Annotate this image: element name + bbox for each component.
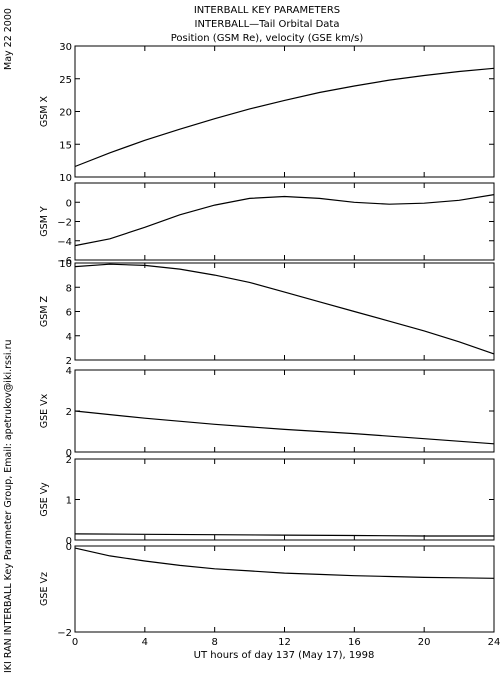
y-tick-label: −4 [57,237,72,248]
x-tick-label: 4 [142,637,148,648]
y-tick-label: 0 [66,198,72,209]
y-tick-label: 2 [66,356,72,367]
x-tick-label: 24 [488,637,501,648]
title-line-1: INTERBALL KEY PARAMETERS [194,5,340,16]
x-tick-label: 12 [278,637,291,648]
series-line [74,194,495,247]
y-axis-label: GSM Z [39,295,50,327]
y-tick-label: 15 [59,140,72,151]
series-line [74,67,495,168]
y-axis-label: GSE Vz [39,572,50,606]
y-tick-label: 0 [66,542,72,553]
y-tick-label: 2 [66,407,72,418]
x-tick-label: 8 [211,637,217,648]
series-line [74,263,495,355]
y-tick-label: 0 [66,536,72,547]
panel-frame [74,182,495,261]
x-tick-label: 20 [418,637,431,648]
side-credit-label: IKI RAN INTERBALL Key Parameter Group, E… [3,340,14,674]
y-tick-label: −2 [57,628,72,639]
y-tick-label: −6 [57,256,72,267]
panel-frame [74,45,495,178]
title-line-3: Position (GSM Re), velocity (GSE km/s) [171,33,364,44]
panel-frame [74,458,495,541]
y-axis-label: GSE Vx [39,393,50,428]
panel-frame [74,545,495,633]
y-tick-label: 30 [59,42,72,53]
y-tick-label: 25 [59,75,72,86]
y-axis-label: GSE Vy [39,482,50,517]
panel-frame [74,262,495,361]
x-tick-label: 16 [348,637,361,648]
y-tick-label: −2 [57,218,72,229]
y-tick-label: 4 [66,332,72,343]
y-tick-label: 10 [59,173,72,184]
y-axis-label: GSM X [39,95,50,127]
y-tick-label: 6 [66,308,72,319]
y-tick-label: 10 [59,259,72,270]
y-tick-label: 20 [59,108,72,119]
x-tick-label: 0 [72,637,78,648]
y-tick-label: 4 [66,366,72,377]
x-axis-label: UT hours of day 137 (May 17), 1998 [194,650,375,661]
y-tick-label: 8 [66,283,72,294]
y-tick-label: 1 [66,496,72,507]
y-axis-label: GSM Y [39,206,50,237]
side-date-label: May 22 2000 [3,8,14,70]
series-line [74,533,494,537]
y-tick-label: 2 [66,455,72,466]
series-line [74,410,495,445]
y-tick-label: 0 [66,448,72,459]
title-line-2: INTERBALL—Tail Orbital Data [195,19,340,30]
series-line [74,547,495,579]
